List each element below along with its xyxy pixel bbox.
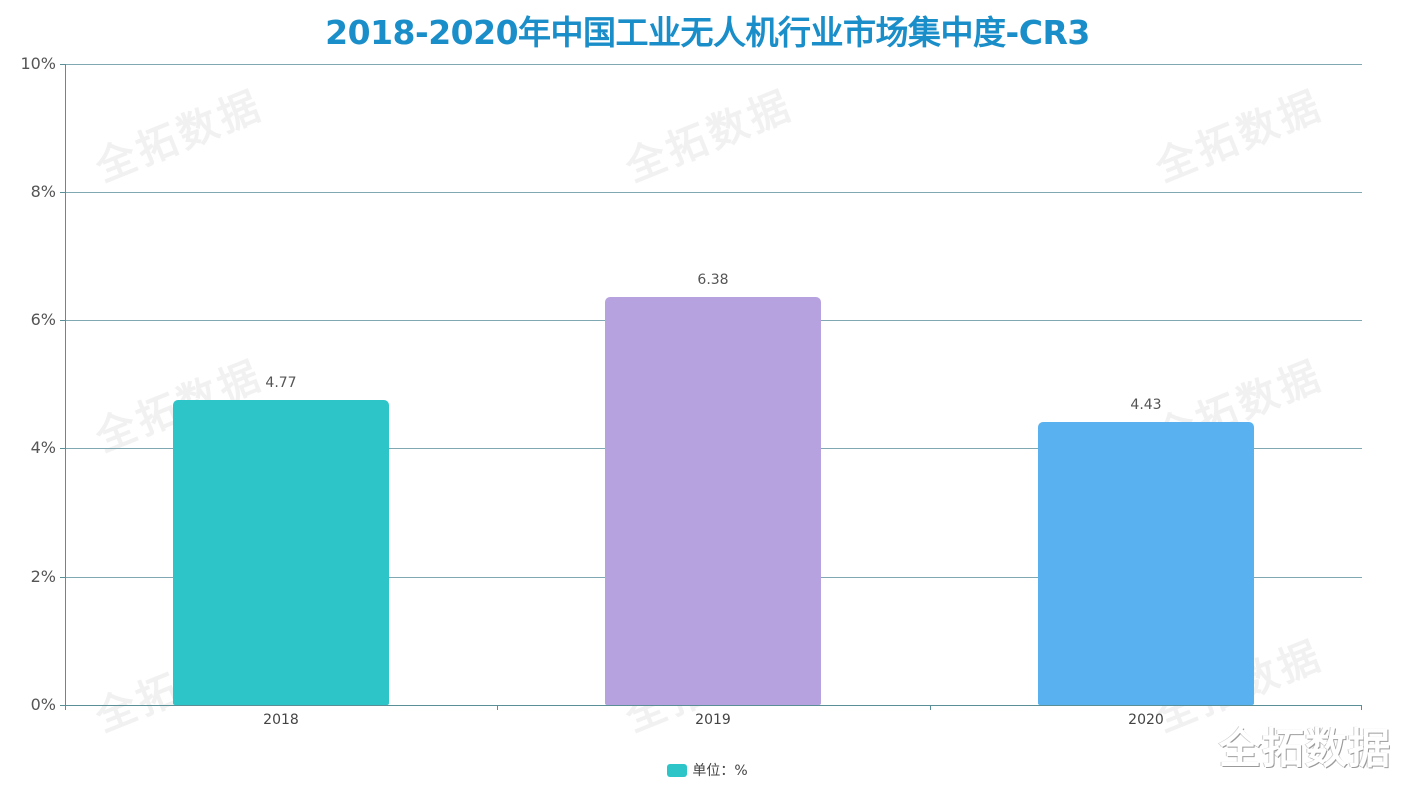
x-axis-line bbox=[65, 705, 1362, 706]
x-tick-label-2018: 2018 bbox=[263, 712, 299, 728]
y-tick-mark bbox=[60, 320, 65, 321]
x-tick-label-2019: 2019 bbox=[695, 712, 731, 728]
bar-2018[interactable] bbox=[173, 400, 389, 705]
watermark: 全拓数据 bbox=[89, 82, 270, 191]
value-label-2019: 6.38 bbox=[697, 272, 729, 288]
x-tick-mark bbox=[497, 705, 498, 710]
x-tick-mark bbox=[930, 705, 931, 710]
chart-title: 2018-2020年中国工业无人机行业市场集中度-CR3 bbox=[325, 13, 1090, 52]
watermark: 全拓数据 bbox=[1149, 82, 1330, 191]
legend-swatch bbox=[667, 764, 688, 777]
x-tick-label-2020: 2020 bbox=[1128, 712, 1164, 728]
value-label-2020: 4.43 bbox=[1130, 397, 1162, 413]
plot-area: 全拓数据 全拓数据 全拓数据 全拓数据 全拓数据 全拓数据 全拓数据 全拓数据 … bbox=[20, 54, 1362, 741]
y-tick-label: 0% bbox=[30, 695, 56, 714]
bar-2019[interactable] bbox=[605, 297, 821, 705]
x-tick-mark bbox=[1361, 705, 1362, 710]
gridline-10 bbox=[65, 64, 1362, 65]
watermark: 全拓数据 bbox=[619, 82, 800, 191]
bar-2020[interactable] bbox=[1038, 422, 1254, 705]
legend[interactable]: 单位：% bbox=[0, 760, 1415, 780]
y-tick-mark bbox=[60, 577, 65, 578]
y-tick-label: 4% bbox=[30, 438, 56, 457]
value-label-2018: 4.77 bbox=[265, 375, 297, 391]
y-tick-mark bbox=[60, 192, 65, 193]
gridline-8 bbox=[65, 192, 1362, 193]
y-axis-line bbox=[65, 64, 66, 705]
legend-label: 单位：% bbox=[692, 763, 748, 779]
y-tick-mark bbox=[60, 64, 65, 65]
y-tick-label: 6% bbox=[30, 310, 56, 329]
y-tick-label: 8% bbox=[30, 182, 56, 201]
y-tick-mark bbox=[60, 705, 65, 706]
brand-logo: 全拓数据 bbox=[1218, 724, 1391, 773]
x-tick-mark bbox=[65, 705, 66, 710]
y-tick-mark bbox=[60, 448, 65, 449]
y-tick-label: 10% bbox=[20, 54, 56, 73]
y-tick-label: 2% bbox=[30, 567, 56, 586]
